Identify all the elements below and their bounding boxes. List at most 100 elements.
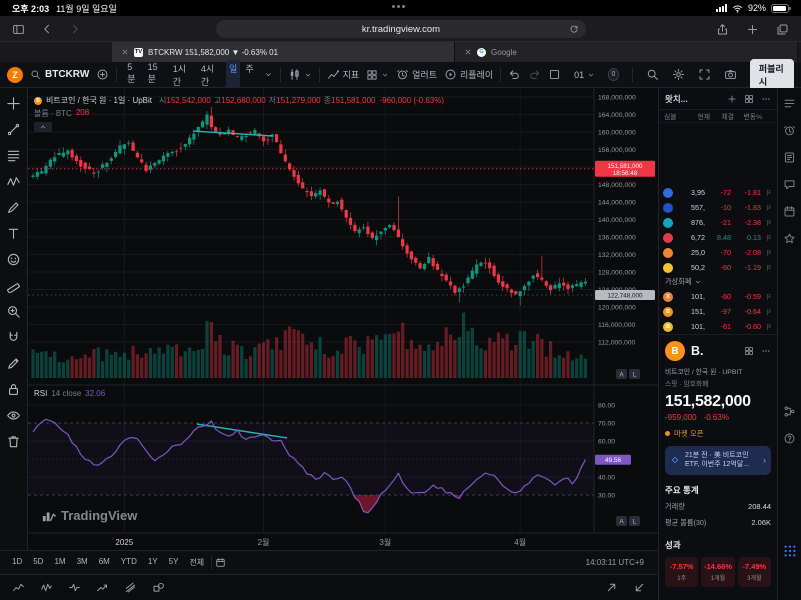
pattern-tool-chan-icon[interactable]: [124, 581, 137, 594]
range-5D[interactable]: 5D: [33, 557, 44, 566]
share-icon[interactable]: [716, 23, 729, 36]
panel-star-icon[interactable]: [783, 232, 796, 245]
panel-tree-icon[interactable]: [783, 405, 796, 418]
row-flag-icon[interactable]: [765, 264, 773, 272]
timeframe-caret-icon[interactable]: [264, 70, 273, 79]
watchlist-row[interactable]: B 151, -97 -0.64: [659, 304, 777, 319]
tool-pattern-icon[interactable]: [6, 174, 21, 189]
watchlist-row[interactable]: 557, -10 -1.83: [659, 200, 777, 215]
undo-icon[interactable]: [508, 68, 521, 81]
more-options-icon[interactable]: [761, 94, 771, 104]
range-3M[interactable]: 3M: [76, 557, 88, 566]
panel-news-icon[interactable]: [783, 151, 796, 164]
tool-zoom-icon[interactable]: [6, 304, 21, 319]
row-flag-icon[interactable]: [765, 219, 773, 227]
tool-trendline-icon[interactable]: [6, 122, 21, 137]
row-flag-icon[interactable]: [765, 204, 773, 212]
alert-button[interactable]: 얼러트: [396, 68, 437, 81]
quick-search-icon[interactable]: [646, 68, 659, 81]
tool-magnet-icon[interactable]: [6, 330, 21, 345]
panel-alarm-icon[interactable]: [783, 124, 796, 137]
tool-crosshair-icon[interactable]: [6, 96, 21, 111]
user-avatar[interactable]: Z: [7, 66, 23, 83]
pane-arrow-arrNE-icon[interactable]: [605, 581, 618, 594]
widget-more-icon[interactable]: [761, 346, 771, 356]
pattern-tool-zig1-icon[interactable]: [12, 581, 25, 594]
multitasking-pill[interactable]: [392, 5, 405, 8]
panel-calendar-icon[interactable]: [783, 205, 796, 218]
tool-fib-icon[interactable]: [6, 148, 21, 163]
row-flag-icon[interactable]: [765, 249, 773, 257]
watchlist-row[interactable]: B 101, -61 -0.60: [659, 319, 777, 334]
new-tab-icon[interactable]: [746, 23, 759, 36]
multichart-layout-icon[interactable]: [548, 68, 561, 81]
tab-close-icon[interactable]: [464, 48, 472, 56]
save-count-badge[interactable]: 0: [608, 68, 619, 81]
candle-style-button[interactable]: [288, 68, 312, 81]
timeframe-15분[interactable]: 15분: [147, 61, 158, 84]
timeframe-5분[interactable]: 5분: [127, 61, 136, 84]
tool-brush-icon[interactable]: [6, 200, 21, 215]
row-flag-icon[interactable]: [765, 234, 773, 242]
news-banner[interactable]: 21분 전 · 美 비트코인 ETF, 이번주 12억달... ›: [665, 446, 771, 475]
range-1M[interactable]: 1M: [54, 557, 66, 566]
tabs-icon[interactable]: [776, 23, 789, 36]
range-6M[interactable]: 6M: [98, 557, 110, 566]
clock-utc[interactable]: 14:03:11 UTC+9: [585, 558, 644, 567]
pattern-tool-shape-icon[interactable]: [152, 581, 165, 594]
tool-lock-icon[interactable]: [6, 382, 21, 397]
go-to-date-icon[interactable]: [215, 557, 226, 568]
range-1Y[interactable]: 1Y: [147, 557, 158, 566]
reload-icon[interactable]: [569, 24, 579, 34]
add-symbol-icon[interactable]: [727, 94, 737, 104]
pane-arrow-arrSW-icon[interactable]: [633, 581, 646, 594]
panel-help-icon[interactable]: [783, 432, 796, 445]
watchlist-row[interactable]: 6,72 8.48 0.13: [659, 230, 777, 245]
widget-grid-icon[interactable]: [744, 346, 754, 356]
watchlist-section-crypto[interactable]: 가상화폐: [659, 275, 777, 289]
forward-icon[interactable]: [69, 23, 81, 35]
pattern-tool-atrend-icon[interactable]: [96, 581, 109, 594]
watchlist-grid-icon[interactable]: [744, 94, 754, 104]
chart-canvas[interactable]: 168,000,000 164,000,000 160,000,000 156,000…: [28, 88, 658, 550]
layout-select[interactable]: 01: [574, 70, 595, 80]
snapshot-camera-icon[interactable]: [724, 68, 737, 81]
chart-area[interactable]: 168,000,000 164,000,000 160,000,000 156,000…: [28, 88, 658, 550]
compare-icon[interactable]: [96, 68, 109, 81]
tool-edit-icon[interactable]: [6, 356, 21, 371]
tool-emoji-icon[interactable]: [6, 252, 21, 267]
watchlist-row[interactable]: 50,2 -60 -1.19: [659, 260, 777, 275]
row-flag-icon[interactable]: [765, 293, 773, 301]
pattern-tool-zig3-icon[interactable]: [68, 581, 81, 594]
panel-chat-icon[interactable]: [783, 178, 796, 191]
redo-icon[interactable]: [528, 68, 541, 81]
range-전체[interactable]: 전체: [189, 558, 205, 567]
watchlist-row[interactable]: 876, -21 -2.38: [659, 215, 777, 230]
back-icon[interactable]: [41, 23, 53, 35]
tool-text-icon[interactable]: [6, 226, 21, 241]
row-flag-icon[interactable]: [765, 308, 773, 316]
tab-tradingview[interactable]: TV BTCKRW 151,582,000 ▼ -0.63% 01: [112, 42, 455, 62]
timeframe-1시간[interactable]: 1시간: [172, 63, 187, 87]
pattern-tool-zig2-icon[interactable]: [40, 581, 53, 594]
fullscreen-icon[interactable]: [698, 68, 711, 81]
apps-grid-icon[interactable]: [783, 544, 797, 558]
range-1D[interactable]: 1D: [12, 557, 23, 566]
templates-button[interactable]: [366, 69, 389, 81]
row-flag-icon[interactable]: [765, 323, 773, 331]
watchlist-row[interactable]: X 101, -60 -0.59: [659, 289, 777, 304]
settings-gear-icon[interactable]: [672, 68, 685, 81]
publish-button[interactable]: 퍼블리시: [749, 58, 794, 91]
watchlist-row[interactable]: 25,0 -70 -2.08: [659, 245, 777, 260]
timeframe-4시간[interactable]: 4시간: [200, 63, 215, 87]
timeframe-일[interactable]: 일: [226, 59, 241, 90]
panel-list-icon[interactable]: [783, 97, 796, 110]
timeframe-주[interactable]: 주: [245, 63, 254, 74]
legend-collapse-button[interactable]: [34, 122, 52, 132]
sidebar-toggle-icon[interactable]: [12, 23, 25, 36]
tool-ruler-icon[interactable]: [6, 278, 21, 293]
tab-close-icon[interactable]: [121, 48, 129, 56]
indicators-button[interactable]: 지표: [327, 68, 359, 81]
tool-eye-icon[interactable]: [6, 408, 21, 423]
tool-trash-icon[interactable]: [6, 434, 21, 449]
